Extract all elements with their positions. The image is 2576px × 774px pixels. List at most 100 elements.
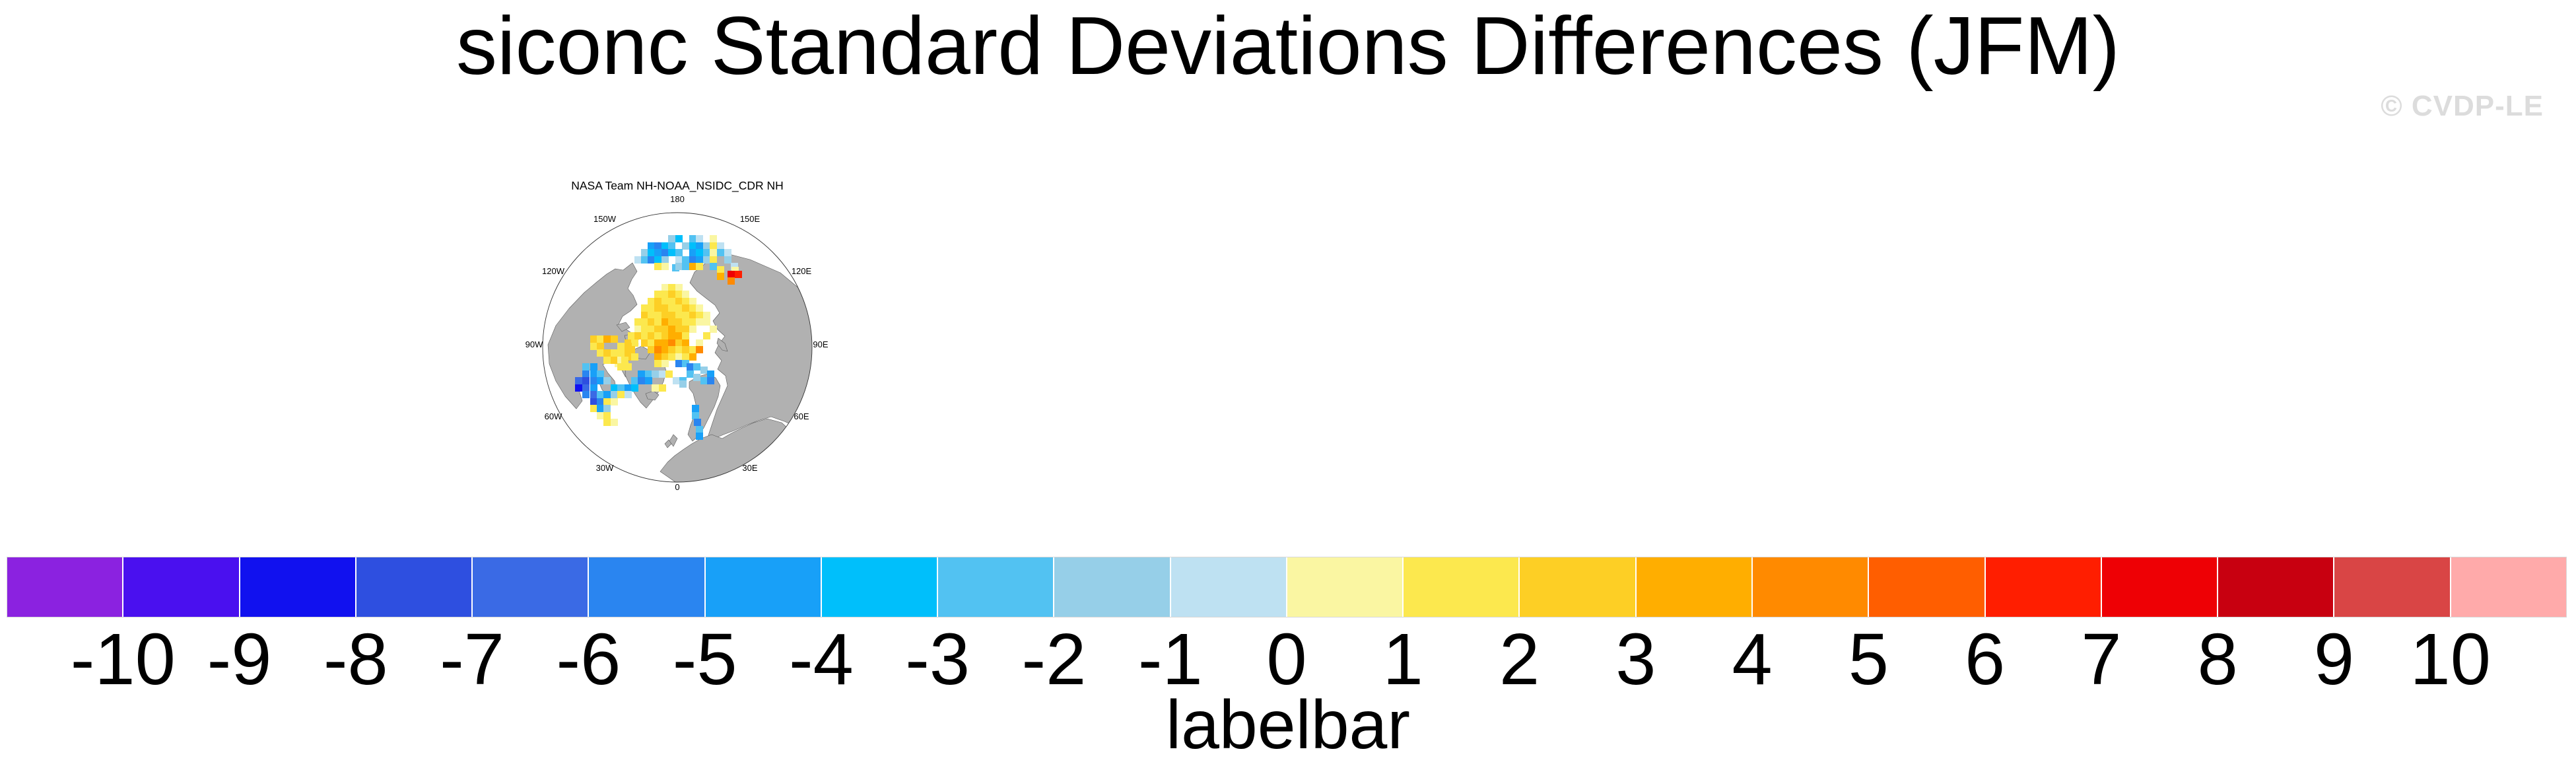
- map-data-cell: [648, 332, 655, 339]
- map-data-cell: [654, 318, 661, 326]
- map-data-cell: [661, 360, 669, 367]
- map-data-cell: [597, 349, 604, 357]
- longitude-label: 90E: [813, 339, 828, 349]
- map-data-cell: [682, 360, 689, 367]
- colorbar-tick: 2: [1499, 619, 1540, 700]
- map-data-cell: [659, 384, 666, 392]
- map-data-cell: [590, 398, 597, 405]
- colorbar-segment: [1287, 557, 1403, 617]
- map-data-cell: [582, 377, 590, 384]
- map-data-cell: [648, 346, 655, 353]
- map-data-cell: [641, 339, 648, 347]
- map-data-cell: [692, 412, 699, 419]
- colorbar-tick: 9: [2313, 619, 2355, 700]
- longitude-label: 120W: [542, 266, 565, 276]
- map-data-cell: [603, 377, 611, 384]
- map-data-cell: [638, 370, 645, 378]
- map-data-cell: [597, 343, 604, 350]
- map-data-cell: [611, 349, 618, 357]
- map-data-cell: [661, 312, 669, 319]
- map-data-cell: [703, 256, 710, 264]
- map-data-cell: [611, 391, 618, 398]
- polar-stereographic-map: NASA Team NH-NOAA_NSIDC_CDR NH 1: [525, 179, 829, 492]
- colorbar-tick: -1: [1137, 619, 1203, 700]
- colorbar-segment: [473, 557, 588, 617]
- map-data-cell: [654, 332, 661, 339]
- colorbar-tick: 4: [1732, 619, 1773, 700]
- map-data-cell: [582, 363, 590, 370]
- map-data-cell: [696, 339, 703, 347]
- longitude-labels: 180 150W 150E 120W 120E 90W 90E 60W 60E 30W 30E 0: [525, 194, 829, 492]
- map-data-cell: [634, 332, 642, 339]
- map-data-cell: [654, 346, 661, 353]
- map-data-cell: [661, 304, 669, 312]
- map-data-cell: [597, 412, 604, 419]
- colorbar-segment: [589, 557, 704, 617]
- map-data-cell: [687, 363, 694, 370]
- map-data-cell: [728, 277, 735, 285]
- map-data-cell: [654, 249, 661, 256]
- map-data-cell: [717, 273, 724, 280]
- cvdp-watermark: © CVDP-LE: [2381, 90, 2544, 122]
- map-data-cell: [648, 249, 655, 256]
- map-data-cell: [675, 235, 683, 242]
- map-data-cell: [625, 384, 632, 392]
- map-data-cell: [641, 312, 648, 319]
- map-data-cell: [703, 318, 710, 326]
- map-data-cell: [625, 349, 632, 357]
- map-data-cell: [675, 346, 683, 353]
- map-data-cell: [689, 298, 696, 305]
- map-data-cell: [603, 357, 611, 364]
- map-data-cell: [675, 326, 683, 333]
- colorbar-segment: [1636, 557, 1751, 617]
- map-data-cell: [668, 235, 675, 242]
- map-data-cell: [717, 242, 724, 250]
- colorbar-tick: -10: [70, 619, 176, 700]
- map-data-cell: [611, 384, 618, 392]
- map-data-cell: [682, 298, 689, 305]
- map-data-cell: [703, 332, 710, 339]
- map-data-cell: [654, 298, 661, 305]
- map-data-cell: [654, 291, 661, 298]
- colorbar-segment: [1170, 557, 1286, 617]
- map-data-cell: [625, 363, 632, 370]
- map-boundary-circle: [542, 212, 813, 483]
- colorbar-tick: 8: [2197, 619, 2238, 700]
- map-data-cell: [703, 242, 710, 250]
- map-data-cell: [590, 335, 597, 343]
- map-data-cell: [682, 326, 689, 333]
- colorbar-tick: -4: [789, 619, 854, 700]
- map-data-cell: [682, 332, 689, 339]
- map-data-cell: [590, 384, 597, 392]
- map-data-cell: [668, 332, 675, 339]
- map-data-cell: [696, 346, 703, 353]
- map-data-cell: [668, 312, 675, 319]
- map-data-cell: [590, 377, 597, 384]
- colorbar-segment: [1752, 557, 1868, 617]
- colorbar-tick: -7: [440, 619, 504, 700]
- map-data-cell: [675, 291, 683, 298]
- map-data-cell: [724, 256, 731, 264]
- map-data-cell: [696, 312, 703, 319]
- map-data-cell: [668, 291, 675, 298]
- map-data-cell: [611, 398, 618, 405]
- map-data-cell: [654, 304, 661, 312]
- map-data-cell: [645, 370, 652, 378]
- map-data-cell: [675, 353, 683, 361]
- map-data-cell: [675, 284, 683, 291]
- map-data-cell: [654, 242, 661, 250]
- colorbar-tick: -6: [556, 619, 621, 700]
- map-data-cell: [648, 318, 655, 326]
- map-data-cell: [661, 326, 669, 333]
- map-data-cell: [710, 242, 717, 250]
- island-ireland: [664, 439, 672, 448]
- colorbar-segment: [1869, 557, 1984, 617]
- map-data-cell: [625, 343, 632, 350]
- map-data-cell: [682, 291, 689, 298]
- colorbar-tick: 0: [1266, 619, 1307, 700]
- map-data-cell: [661, 346, 669, 353]
- map-data-cell: [634, 326, 642, 333]
- longitude-label: 30E: [742, 463, 757, 473]
- map-data-cell: [668, 318, 675, 326]
